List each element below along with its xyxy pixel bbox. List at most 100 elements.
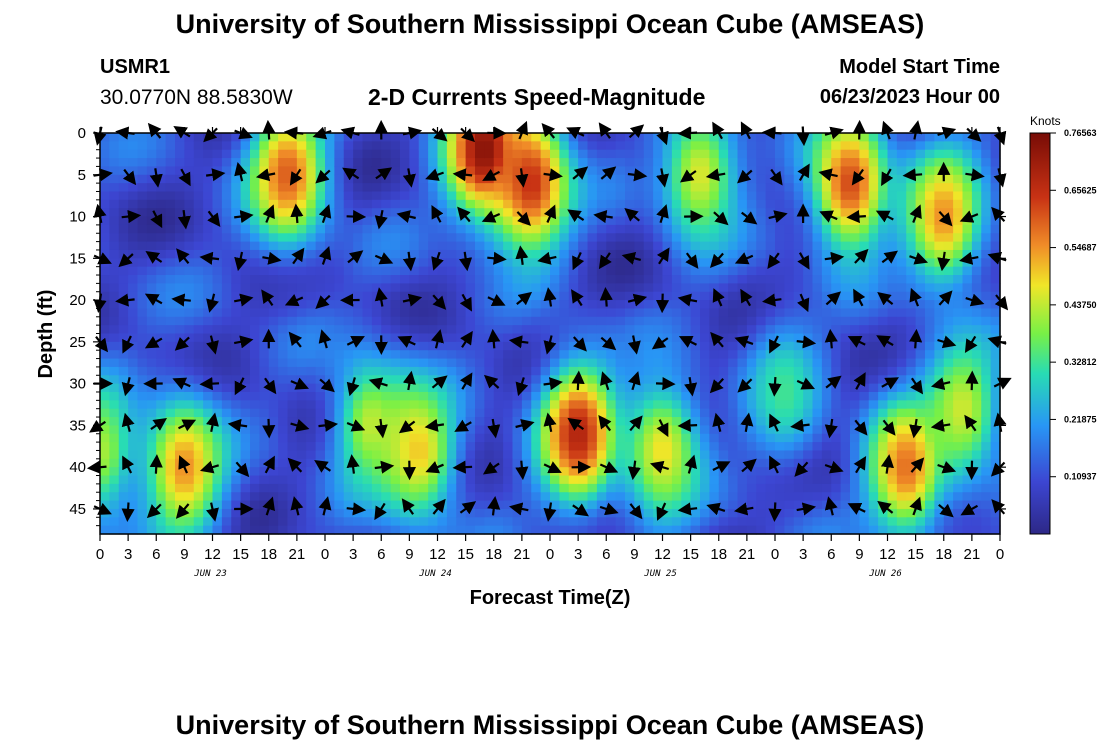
heatmap-cell <box>737 166 748 176</box>
heatmap-cell <box>690 308 701 318</box>
heatmap-cell <box>343 442 354 452</box>
heatmap-cell <box>259 308 270 318</box>
heatmap-cell <box>146 133 157 142</box>
heatmap-cell <box>925 442 935 452</box>
heatmap-cell <box>803 158 814 168</box>
heatmap-cell <box>981 467 992 477</box>
heatmap-cell <box>868 266 879 276</box>
heatmap-cell <box>559 433 570 443</box>
heatmap-cell <box>503 199 514 209</box>
heatmap-cell <box>737 266 748 276</box>
heatmap-cell <box>156 241 167 251</box>
heatmap-cell <box>128 425 139 435</box>
heatmap-cell <box>803 233 814 243</box>
heatmap-cell <box>296 224 307 234</box>
heatmap-cell <box>671 166 682 176</box>
heatmap-cell <box>550 500 560 510</box>
heatmap-cell <box>409 366 420 376</box>
heatmap-cell <box>381 450 392 460</box>
heatmap-cell <box>278 266 289 276</box>
heatmap-cell <box>756 266 767 276</box>
heatmap-cell <box>250 458 260 468</box>
heatmap-cell <box>250 241 260 251</box>
heatmap-cell <box>156 492 167 502</box>
heatmap-cell <box>306 283 317 293</box>
heatmap-cell <box>259 483 270 493</box>
heatmap-cell <box>934 450 945 460</box>
heatmap-cell <box>212 325 223 335</box>
heatmap-cell <box>475 350 485 360</box>
heatmap-cell <box>268 308 279 318</box>
heatmap-cell <box>775 483 785 493</box>
heatmap-cell <box>943 375 954 385</box>
heatmap-cell <box>671 149 682 159</box>
heatmap-cell <box>456 467 467 477</box>
current-arrow <box>459 251 473 272</box>
heatmap-cell <box>568 158 579 168</box>
heatmap-cell <box>831 174 842 184</box>
heatmap-cell <box>990 283 1001 293</box>
heatmap-cell <box>268 325 279 335</box>
heatmap-cell <box>278 508 289 518</box>
heatmap-cell <box>203 291 214 301</box>
heatmap-cell <box>231 400 242 410</box>
heatmap-cell <box>353 475 364 485</box>
current-arrow <box>909 252 929 265</box>
heatmap-cell <box>306 383 317 393</box>
heatmap <box>100 133 1001 535</box>
heatmap-cell <box>240 325 251 335</box>
heatmap-cell <box>418 508 429 518</box>
heatmap-cell <box>465 366 476 376</box>
heatmap-cell <box>690 216 701 226</box>
heatmap-cell <box>118 517 129 527</box>
current-arrow <box>149 454 163 474</box>
heatmap-cell <box>896 224 907 234</box>
heatmap-cell <box>325 133 335 142</box>
heatmap-cell <box>268 158 279 168</box>
heatmap-cell <box>175 492 185 502</box>
heatmap-cell <box>156 183 167 193</box>
heatmap-cell <box>643 366 654 376</box>
heatmap-cell <box>334 199 345 209</box>
heatmap-cell <box>662 325 673 335</box>
x-tick-label: 9 <box>180 546 188 563</box>
heatmap-cell <box>100 174 110 184</box>
heatmap-cell <box>212 291 223 301</box>
heatmap-cell <box>493 308 504 318</box>
heatmap-cell <box>662 525 673 535</box>
heatmap-cell <box>831 450 842 460</box>
heatmap-cell <box>700 216 710 226</box>
current-arrow <box>234 161 248 182</box>
heatmap-cell <box>981 233 992 243</box>
heatmap-cell <box>212 433 223 443</box>
heatmap-cell <box>146 208 157 218</box>
current-arrow <box>487 294 506 306</box>
heatmap-cell <box>859 508 870 518</box>
heatmap-cell <box>250 425 260 435</box>
heatmap-cell <box>371 249 382 259</box>
heatmap-cell <box>803 442 814 452</box>
heatmap-cell <box>831 442 842 452</box>
heatmap-cell <box>325 149 335 159</box>
heatmap-cell <box>953 174 964 184</box>
current-arrow <box>909 418 923 439</box>
heatmap-cell <box>821 458 832 468</box>
heatmap-cell <box>250 375 260 385</box>
heatmap-cell <box>868 308 879 318</box>
heatmap-cell <box>334 291 345 301</box>
heatmap-cell <box>278 249 289 259</box>
heatmap-cell <box>625 149 635 159</box>
heatmap-cell <box>568 249 579 259</box>
heatmap-cell <box>868 450 879 460</box>
heatmap-cell <box>484 383 495 393</box>
heatmap-cell <box>325 375 335 385</box>
heatmap-cell <box>700 233 710 243</box>
heatmap-cell <box>231 199 242 209</box>
heatmap-cell <box>100 316 110 326</box>
heatmap-cell <box>409 358 420 368</box>
heatmap-cell <box>315 224 326 234</box>
heatmap-cell <box>728 458 739 468</box>
heatmap-cell <box>953 458 964 468</box>
heatmap-cell <box>184 208 195 218</box>
heatmap-cell <box>643 325 654 335</box>
